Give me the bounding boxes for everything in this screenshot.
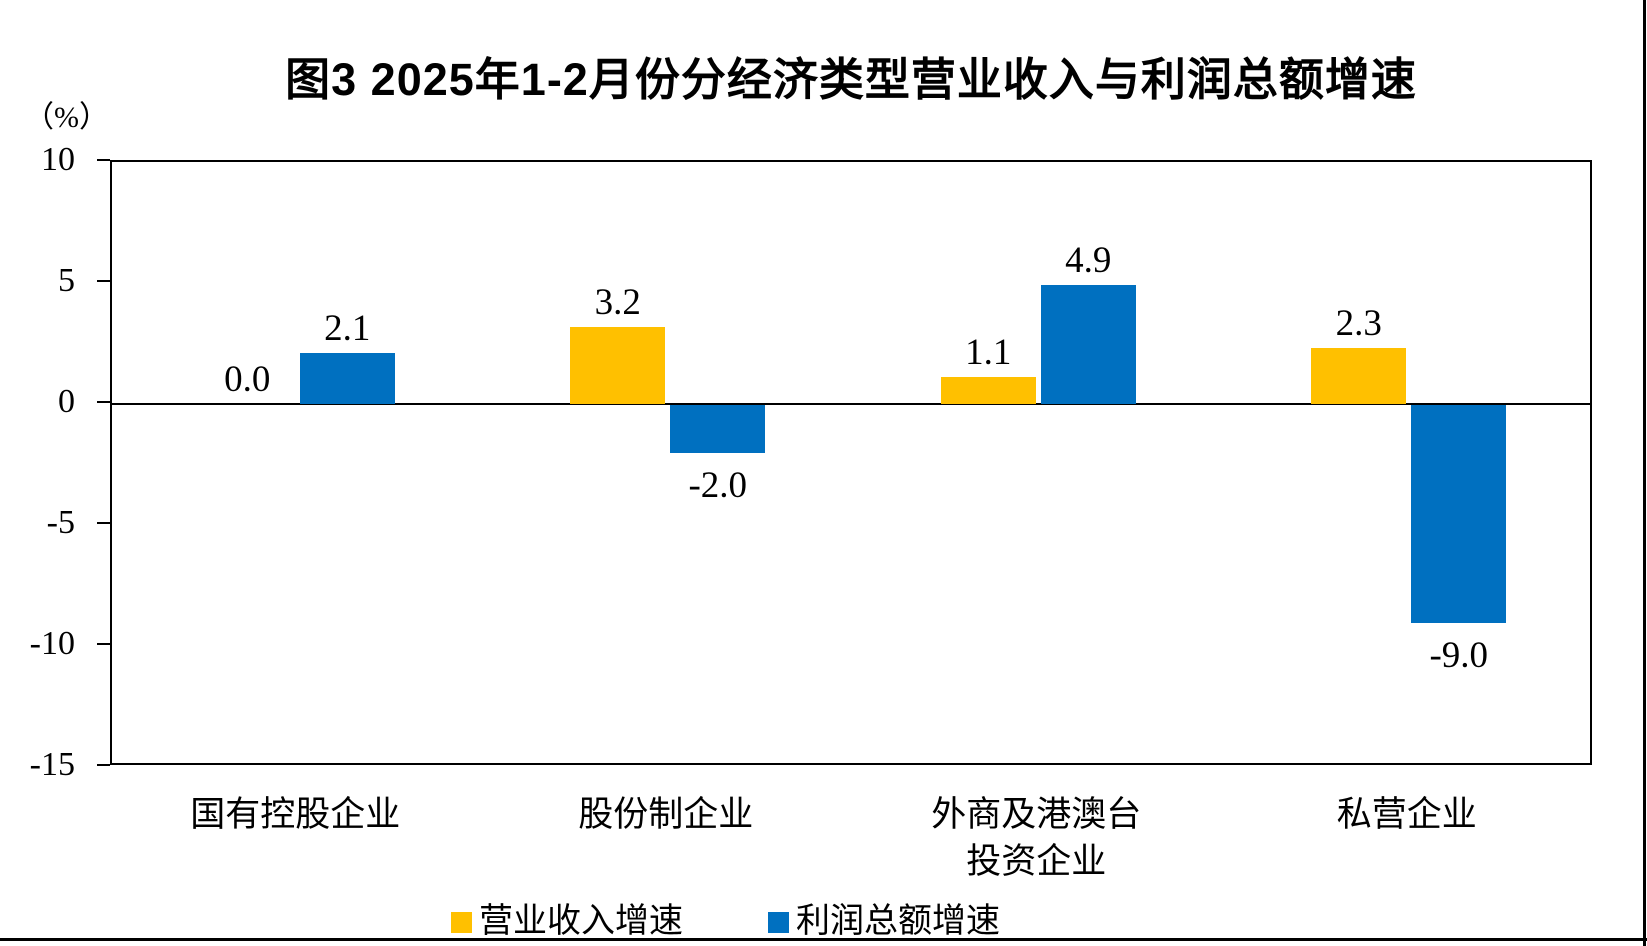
bar-profit-cat2 bbox=[670, 405, 766, 454]
data-label: 2.1 bbox=[324, 308, 371, 350]
data-label: -9.0 bbox=[1429, 634, 1489, 676]
data-label: 1.1 bbox=[965, 332, 1012, 374]
legend-label: 营业收入增速 bbox=[479, 903, 683, 940]
y-axis-tick-label: -10 bbox=[29, 625, 75, 662]
legend-swatch-icon bbox=[768, 911, 789, 933]
legend-item: 利润总额增速 bbox=[768, 903, 1000, 941]
y-axis-tick bbox=[97, 159, 110, 161]
y-axis-tick bbox=[97, 522, 110, 524]
bar-revenue-cat4 bbox=[1311, 348, 1407, 404]
y-axis-tick bbox=[97, 401, 110, 403]
y-axis-tick-label: 10 bbox=[41, 141, 75, 178]
bar-profit-cat4 bbox=[1411, 405, 1507, 623]
y-axis-tick-label: 0 bbox=[58, 383, 75, 420]
legend: 营业收入增速 利润总额增速 bbox=[451, 903, 1000, 941]
y-axis-tick bbox=[97, 764, 110, 766]
data-label: 0.0 bbox=[224, 359, 271, 400]
y-axis-tick-label: 5 bbox=[58, 262, 75, 299]
bar-revenue-cat2 bbox=[570, 326, 666, 404]
table-cell-bottom-border bbox=[0, 938, 1647, 941]
data-label: 2.3 bbox=[1335, 303, 1382, 345]
chart-title: 图3 2025年1-2月份分经济类型营业收入与利润总额增速 bbox=[285, 54, 1417, 105]
y-axis-tick bbox=[97, 280, 110, 282]
x-axis-category-label: 私营企业 bbox=[1336, 795, 1477, 834]
legend-item: 营业收入增速 bbox=[451, 903, 683, 941]
data-label: -2.0 bbox=[688, 465, 748, 507]
table-cell-right-border bbox=[1643, 0, 1646, 946]
y-axis-tick bbox=[97, 643, 110, 645]
zero-axis-line bbox=[112, 403, 1590, 405]
legend-label: 利润总额增速 bbox=[796, 903, 1000, 940]
x-axis-category-label: 股份制企业 bbox=[578, 795, 754, 834]
x-axis-category-label: 国有控股企业 bbox=[190, 795, 401, 834]
bar-profit-cat3 bbox=[1040, 285, 1136, 404]
y-axis-tick-label: -5 bbox=[46, 504, 75, 541]
legend-swatch-icon bbox=[451, 911, 472, 933]
bar-profit-cat1 bbox=[299, 353, 395, 404]
data-label: 3.2 bbox=[594, 281, 641, 323]
y-axis-unit-label: （%） bbox=[24, 101, 109, 134]
data-label: 4.9 bbox=[1065, 240, 1112, 282]
bar-revenue-cat3 bbox=[940, 377, 1036, 404]
plot-area: 0.0 3.2 1.1 2.3 2.1 -2.0 4.9 -9.0 bbox=[110, 160, 1592, 765]
y-axis-tick-label: -15 bbox=[29, 746, 75, 783]
x-axis-category-label: 外商及港澳台 投资企业 bbox=[931, 795, 1142, 881]
